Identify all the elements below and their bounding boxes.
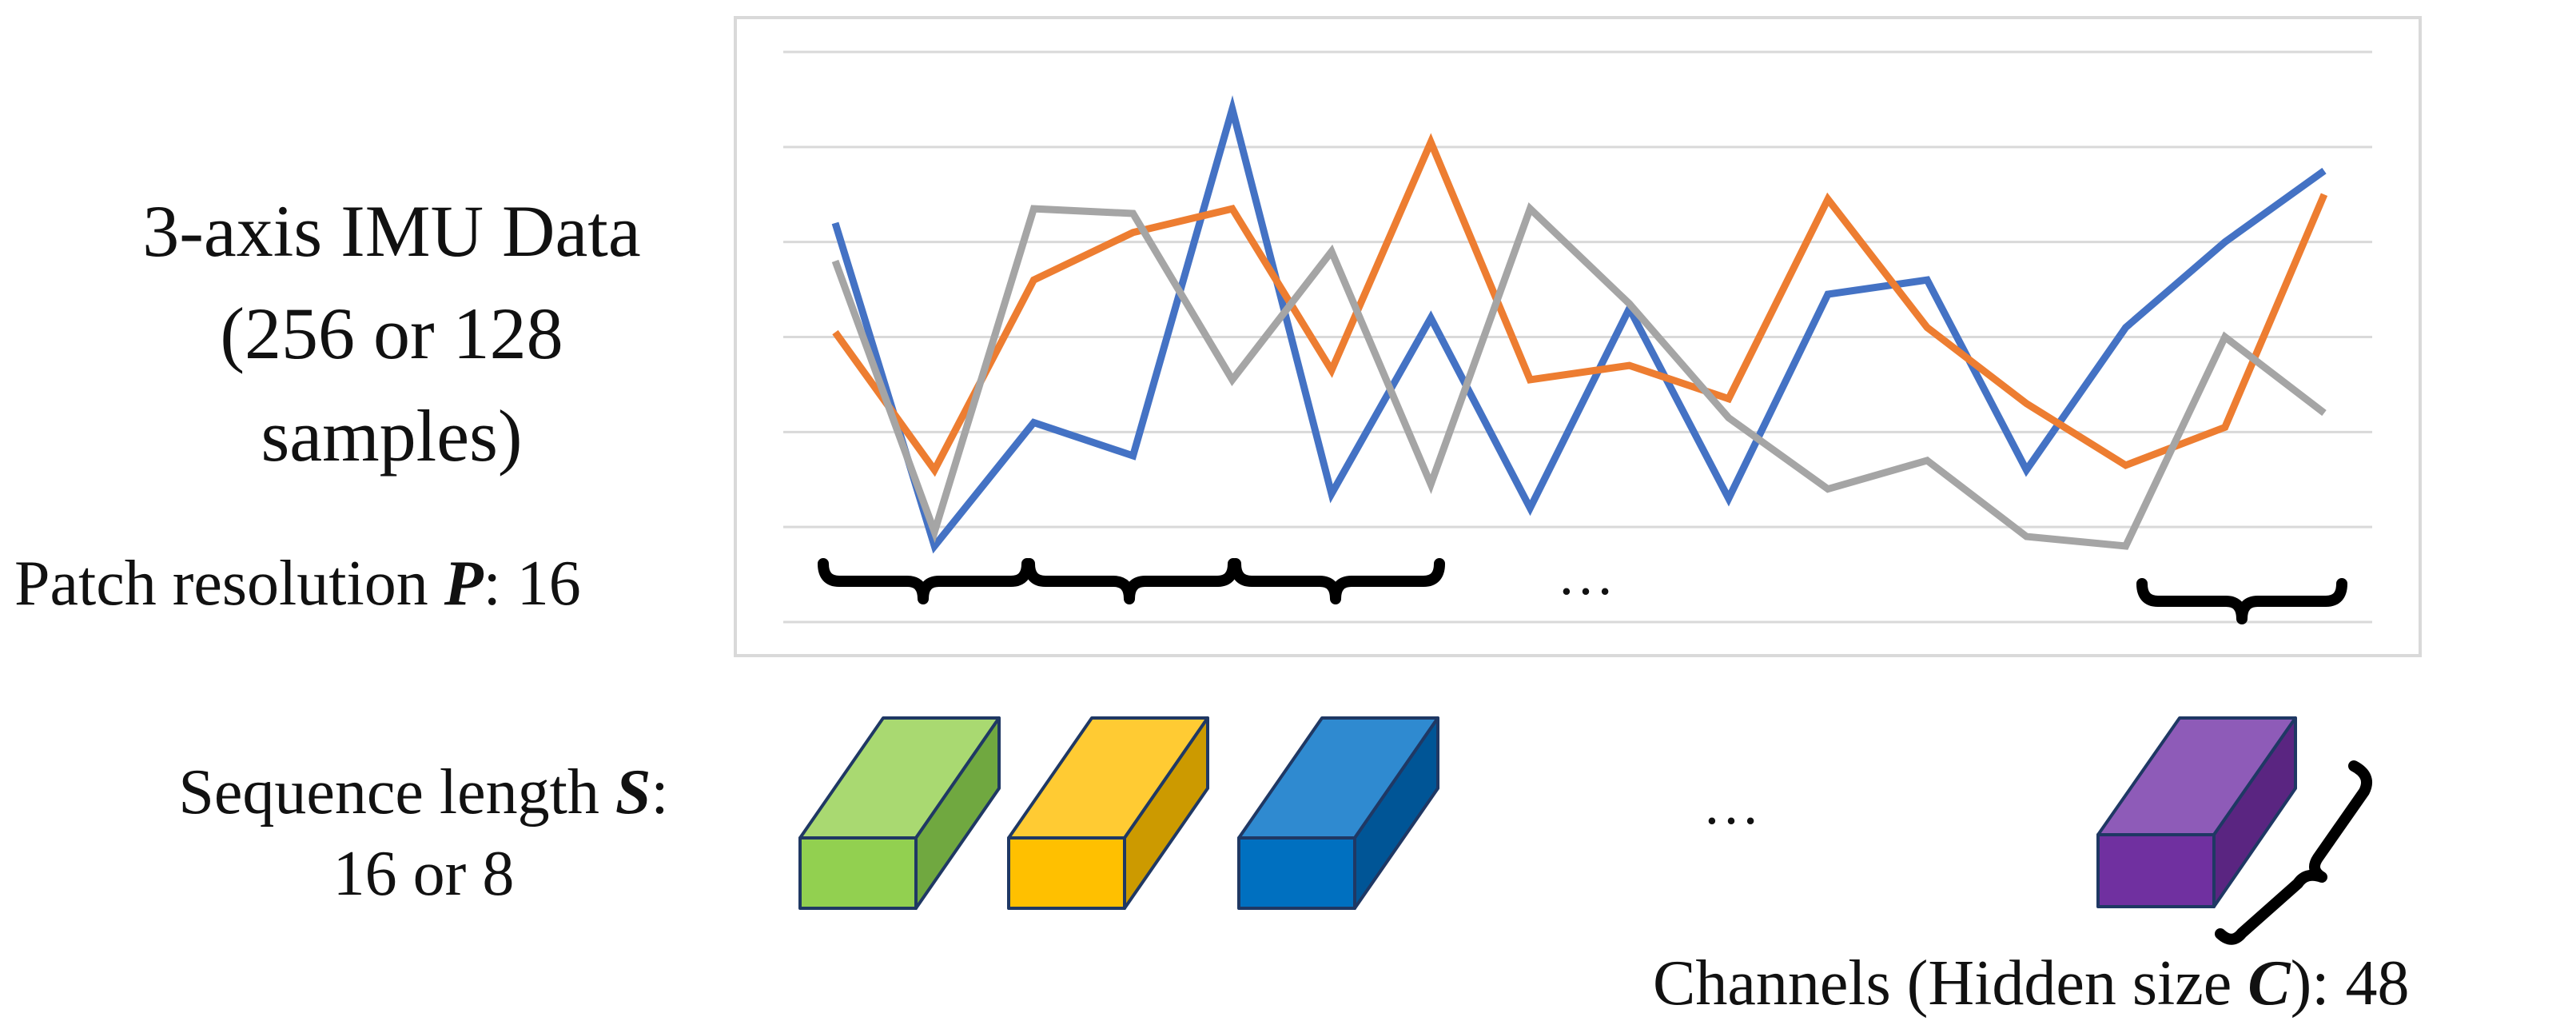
channels-label: Channels (Hidden size C): 48 [1653,947,2410,1020]
title-line-3: samples) [261,395,523,477]
sequence-length-label: Sequence length S: 16 or 8 [0,752,847,915]
token-green-front [798,836,918,910]
patch-suffix: : 16 [483,548,581,619]
sequence-line-2: 16 or 8 [332,839,515,909]
token-purple [2096,716,2297,908]
token-blue-front [1237,836,1356,910]
sequence-prefix: Sequence length [178,757,615,828]
series-gray-line [831,202,2327,550]
title-line-2: (256 or 128 [220,293,563,374]
token-ellipsis: … [1702,772,1766,836]
patch-braces [818,558,2347,624]
patch-ellipsis: … [1557,543,1621,607]
channels-brace [2215,760,2372,945]
patch-resolution-label: Patch resolution P: 16 [14,548,581,620]
token-blue [1237,716,1439,910]
token-purple-front [2096,833,2216,908]
chart-series [831,95,2328,554]
chart-gridlines [783,50,2372,624]
series-orange-line [832,133,2328,477]
imu-data-title: 3-axis IMU Data (256 or 128 samples) [0,180,783,487]
token-green [798,716,1001,910]
series-blue-line [831,95,2327,554]
patch-prefix: Patch resolution [14,548,444,619]
channels-variable: C [2248,948,2291,1019]
sequence-line-1: Sequence length S: [0,752,847,833]
channels-suffix: ): 48 [2290,948,2410,1019]
sequence-suffix: : [651,757,669,828]
patch-variable: P [444,548,484,619]
channels-prefix: Channels (Hidden size [1653,948,2248,1019]
token-yellow-front [1007,836,1126,910]
title-line-1: 3-axis IMU Data [142,190,641,272]
patch-brace-1 [818,558,1033,604]
sequence-variable: S [615,757,651,828]
token-yellow [1007,716,1209,910]
patch-brace-3 [1230,558,1445,604]
patch-brace-2 [1024,558,1239,604]
patch-brace-last [2136,578,2347,624]
